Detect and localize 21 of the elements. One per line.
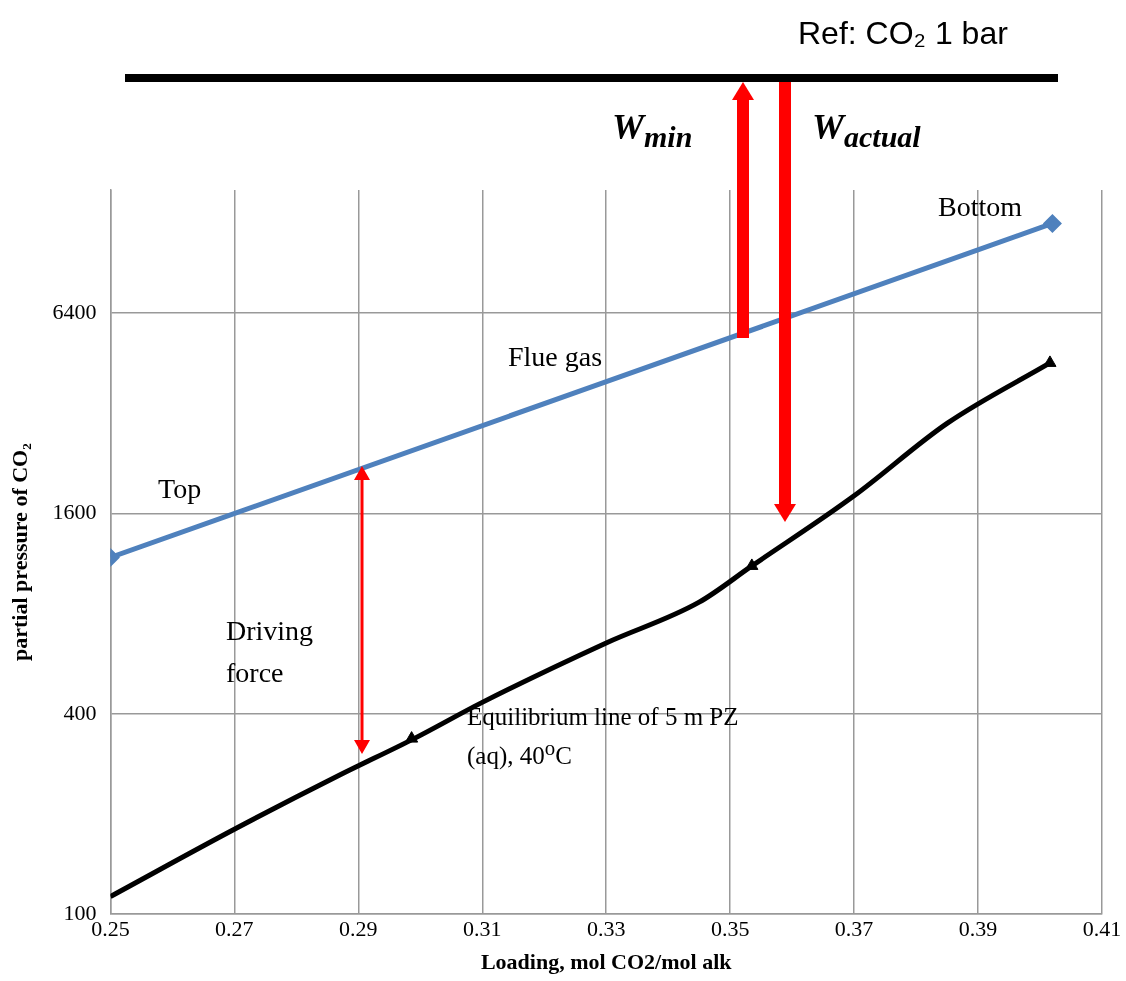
x-tick-label: 0.27 [215,916,254,942]
text: W$_{actual}$ [812,106,921,156]
y-tick-label: 1600 [52,499,97,525]
x-tick-label: 0.31 [463,916,502,942]
annotation: Top [158,472,202,506]
y-tick-label: 400 [63,699,97,725]
x-axis-title: Loading, mol CO2/mol alk [480,949,733,975]
y-tick-label: 6400 [52,298,97,324]
text: W$_{min}$ [612,106,693,156]
y-axis-title: partial pressure of CO₂ [6,442,32,662]
text: Ref: CO₂ 1 bar [798,14,1008,53]
series-label: Flue gas [508,340,603,374]
annotation: Bottom [938,190,1023,224]
x-tick-label: 0.41 [1082,916,1122,942]
x-tick-label: 0.37 [834,916,874,942]
x-tick-label: 0.33 [586,916,626,942]
x-tick-label: 0.35 [710,916,750,942]
x-tick-label: 0.29 [339,916,378,942]
x-tick-label: 0.39 [958,916,998,942]
annotation: Driving force [226,614,315,690]
series-label: Equilibrium line of 5 m PZ (aq), 40$^{o}$C [467,702,740,772]
